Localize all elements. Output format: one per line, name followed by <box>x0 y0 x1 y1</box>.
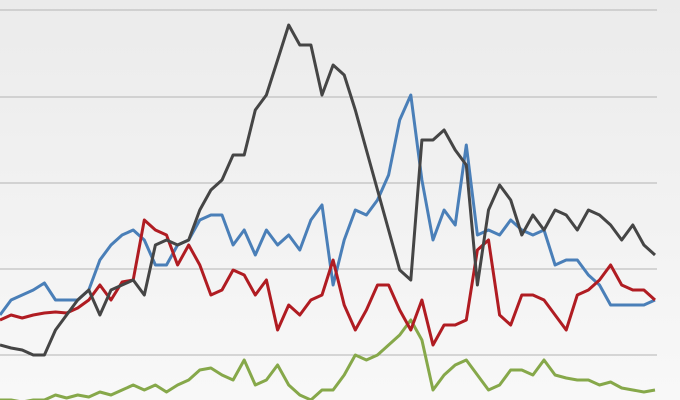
data-line <box>0 93 656 316</box>
data-line <box>0 318 656 400</box>
data-line <box>0 23 657 357</box>
